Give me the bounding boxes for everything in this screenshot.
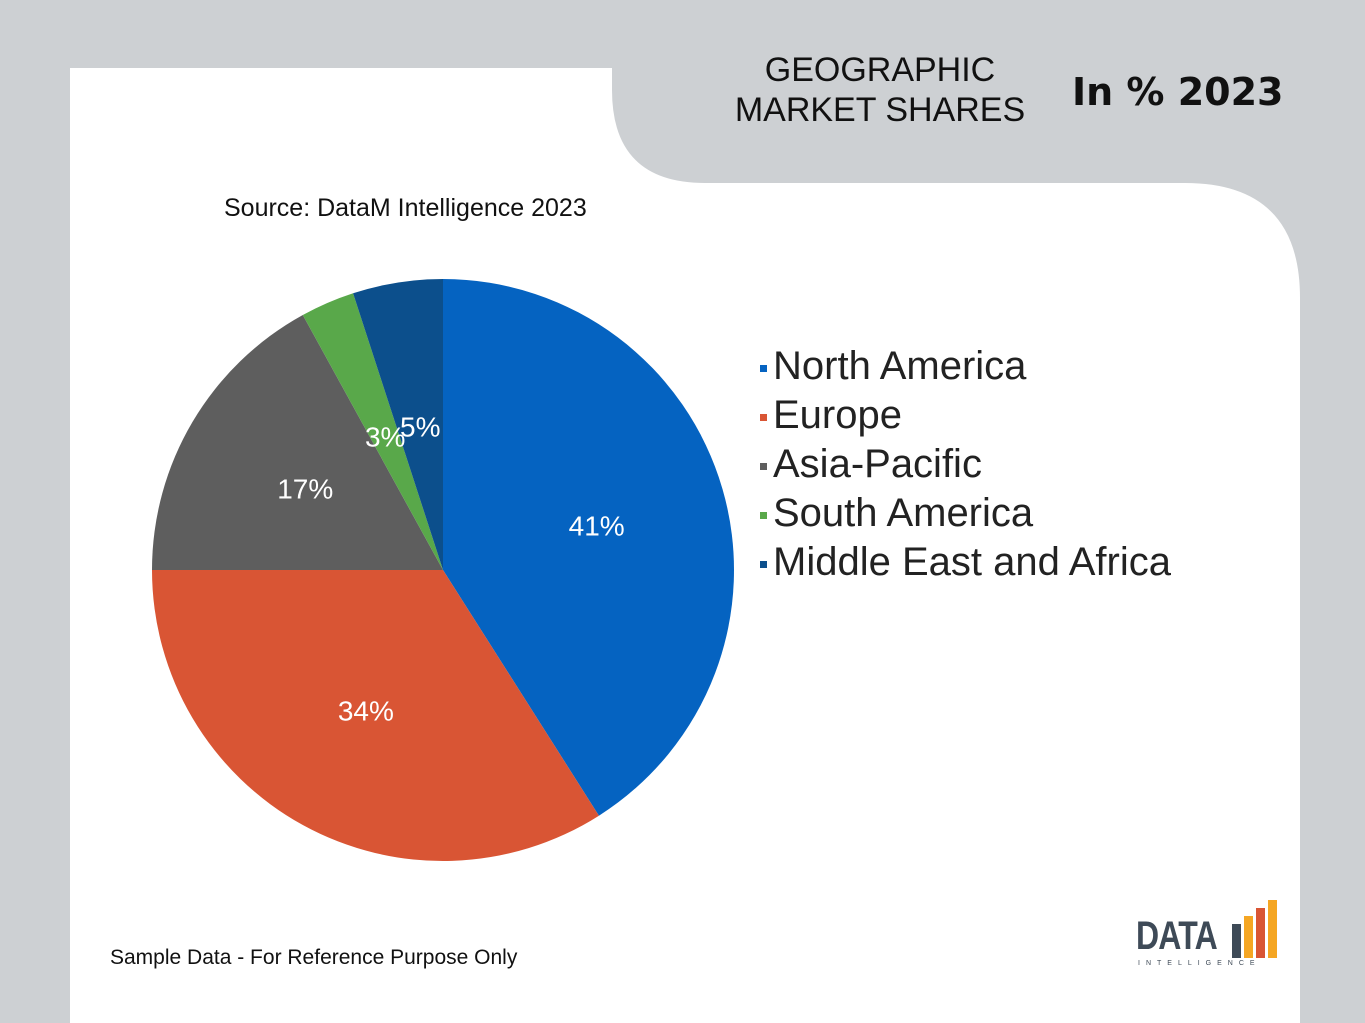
chart-subtitle: In % 2023 (1072, 70, 1284, 114)
data-label-middle-east-and-africa: 5% (400, 411, 440, 442)
legend-swatch (760, 463, 767, 470)
legend-swatch (760, 365, 767, 372)
legend-item-asia-pacific: Asia-Pacific (760, 440, 1171, 489)
chart-legend: North America Europe Asia-Pacific South Ame… (760, 342, 1171, 587)
legend-swatch (760, 414, 767, 421)
data-label-asia-pacific: 17% (277, 474, 333, 505)
pie-slice-europe (151, 570, 599, 861)
pie-slice-south-america (302, 293, 443, 570)
footnote: Sample Data - For Reference Purpose Only (110, 946, 518, 969)
legend-item-south-america: South America (760, 489, 1171, 538)
data-label-south-america: 3% (365, 421, 405, 452)
legend-item-europe: Europe (760, 391, 1171, 440)
data-label-north-america: 41% (569, 510, 625, 541)
legend-label: South America (773, 491, 1034, 535)
pie-slice-north-america (443, 279, 735, 816)
logo-subtext: INTELLIGENCE (1138, 960, 1261, 967)
datam-logo: DATA INTELLIGENCE (1136, 894, 1281, 974)
legend-swatch (760, 561, 767, 568)
pie-slice-asia-pacific (152, 314, 443, 570)
legend-swatch (760, 512, 767, 519)
legend-item-middle-east-and-africa: Middle East and Africa (760, 538, 1171, 587)
legend-label: Middle East and Africa (773, 540, 1171, 584)
pie-chart: 41% 34% 17% 3%5% (151, 279, 735, 861)
bar-chart-icon (1232, 900, 1277, 958)
pie-slice-middle-east-and-africa (353, 279, 443, 570)
logo-text: DATA (1136, 914, 1218, 958)
source-note: Source: DataM Intelligence 2023 (224, 194, 587, 222)
legend-label: Asia-Pacific (773, 442, 982, 486)
legend-item-north-america: North America (760, 342, 1171, 391)
legend-label: North America (773, 344, 1027, 388)
chart-title: GEOGRAPHIC MARKET SHARES (734, 51, 1026, 129)
legend-label: Europe (773, 393, 902, 437)
data-label-europe: 34% (338, 695, 394, 726)
